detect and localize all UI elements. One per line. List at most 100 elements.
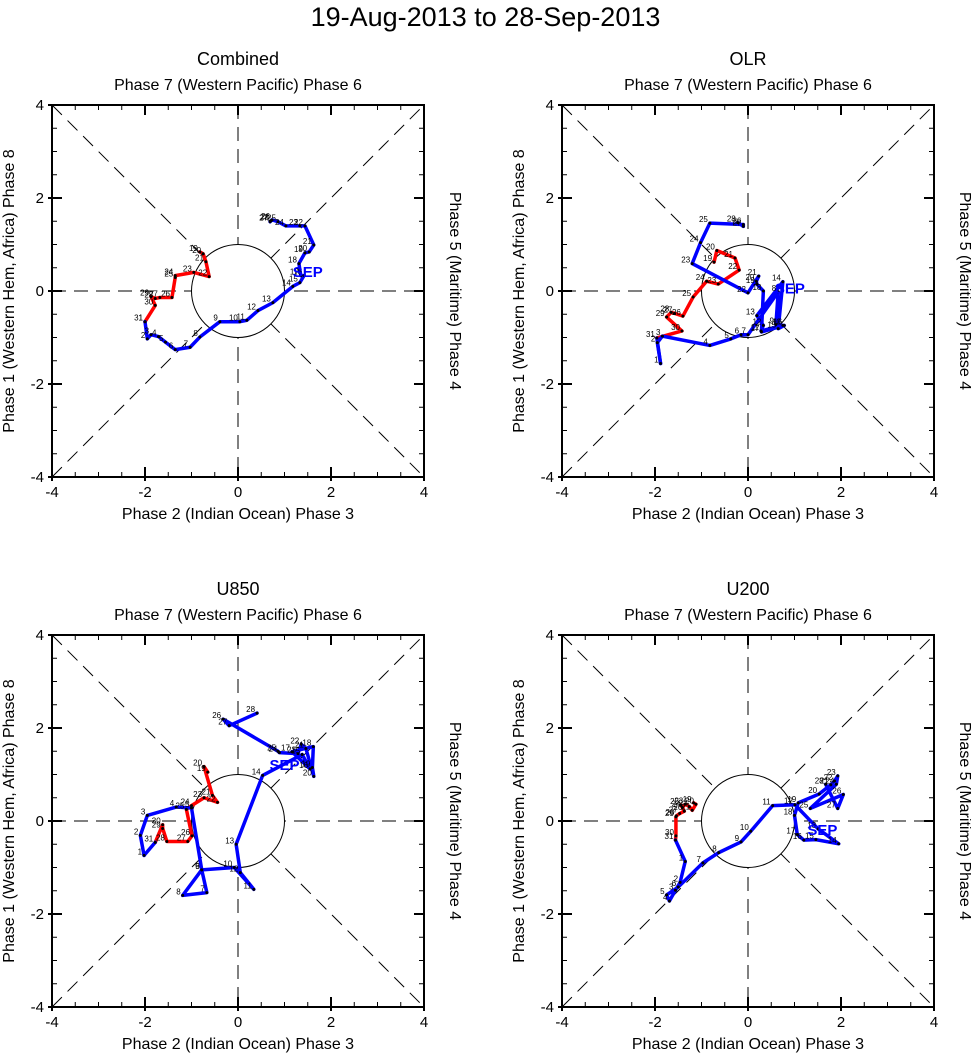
- day-point: [192, 270, 196, 274]
- panel-title: OLR: [729, 49, 766, 69]
- month-label: SEP: [807, 822, 837, 839]
- day-point: [232, 866, 236, 869]
- day-label: 6: [735, 327, 740, 336]
- day-point: [308, 767, 312, 771]
- day-point: [190, 834, 194, 838]
- x-tick-label: -2: [138, 484, 151, 501]
- day-label: 22: [290, 736, 299, 745]
- day-label: 22: [737, 285, 746, 294]
- day-point: [715, 249, 719, 253]
- panel-title: Combined: [197, 49, 279, 69]
- day-label: 30: [665, 828, 674, 837]
- x-tick-label: -4: [555, 1014, 568, 1031]
- day-label: 13: [262, 295, 271, 304]
- day-point: [705, 279, 709, 283]
- day-label: 8: [712, 845, 717, 854]
- month-label: SEP: [293, 264, 323, 281]
- x-tick-label: -2: [648, 1014, 661, 1031]
- bottom-axis-label: Phase 2 (Indian Ocean) Phase 3: [122, 1036, 354, 1053]
- day-point: [733, 256, 737, 260]
- day-point: [736, 221, 740, 225]
- y-tick-label: 0: [36, 813, 44, 830]
- day-label: 28: [815, 776, 824, 785]
- day-label: 30: [152, 817, 161, 826]
- day-point: [681, 314, 685, 318]
- y-tick-label: 0: [546, 283, 554, 300]
- day-label: 12: [784, 797, 793, 806]
- day-point: [841, 792, 845, 796]
- day-label: 5: [185, 800, 190, 809]
- bottom-axis-label: Phase 2 (Indian Ocean) Phase 3: [632, 506, 864, 523]
- day-label: 6: [195, 862, 200, 871]
- day-label: 15: [767, 321, 776, 330]
- day-point: [138, 833, 142, 837]
- day-label: 24: [690, 235, 699, 244]
- day-point: [300, 753, 304, 757]
- day-label: 6: [672, 879, 677, 888]
- day-point: [834, 782, 838, 786]
- day-point: [655, 341, 659, 345]
- day-label: 30: [144, 297, 153, 306]
- day-label: 1: [679, 853, 684, 862]
- day-point: [218, 320, 222, 324]
- day-label: 25: [164, 270, 173, 279]
- day-point: [660, 334, 664, 338]
- day-point: [665, 893, 669, 897]
- day-point: [181, 893, 185, 897]
- day-point: [198, 335, 202, 339]
- x-tick-label: 2: [837, 1014, 845, 1031]
- day-point: [310, 766, 314, 770]
- day-point: [284, 224, 288, 228]
- day-point: [824, 782, 828, 786]
- day-label: 19: [746, 276, 755, 285]
- day-label: 31: [144, 834, 153, 843]
- day-point: [757, 274, 761, 278]
- day-point: [149, 295, 153, 299]
- x-tick-label: 0: [234, 1014, 242, 1031]
- day-label: 20: [685, 796, 694, 805]
- y-tick-label: 2: [36, 190, 44, 207]
- day-label: 23: [674, 796, 683, 805]
- day-label: 18: [302, 739, 311, 748]
- day-point: [781, 280, 785, 284]
- day-label: 5: [660, 887, 665, 896]
- y-tick-label: -2: [31, 906, 44, 923]
- top-axis-label: Phase 7 (Western Pacific) Phase 6: [114, 77, 362, 94]
- day-label: 27: [149, 290, 158, 299]
- day-point: [206, 770, 210, 774]
- day-label: 27: [177, 833, 186, 842]
- day-label: 16: [293, 268, 302, 277]
- month-label: SEP: [775, 280, 805, 297]
- day-label: 22: [728, 262, 737, 271]
- day-label: 31: [646, 330, 655, 339]
- day-label: 30: [671, 323, 680, 332]
- day-label: 26: [732, 217, 741, 226]
- x-tick-label: 4: [930, 1014, 938, 1031]
- day-label: 2: [674, 874, 679, 883]
- day-point: [170, 296, 174, 300]
- day-label: 21: [724, 250, 733, 259]
- day-point: [729, 337, 733, 341]
- day-label: 2: [651, 335, 656, 344]
- day-point: [679, 803, 683, 807]
- day-label: 26: [261, 212, 270, 221]
- day-point: [304, 746, 308, 750]
- day-label: 23: [287, 746, 296, 755]
- top-axis-label: Phase 7 (Western Pacific) Phase 6: [114, 607, 362, 624]
- day-point: [200, 868, 204, 872]
- day-point: [145, 813, 149, 817]
- day-label: 20: [303, 768, 312, 777]
- y-tick-label: -4: [541, 469, 554, 486]
- day-point: [759, 330, 763, 334]
- day-label: 1: [654, 356, 659, 365]
- day-label: 24: [696, 273, 705, 282]
- day-point: [691, 295, 695, 299]
- day-point: [755, 282, 759, 286]
- day-label: 19: [787, 795, 796, 804]
- day-label: 5: [724, 331, 729, 340]
- day-label: 20: [192, 246, 201, 255]
- day-label: 7: [200, 885, 205, 894]
- day-point: [184, 807, 188, 811]
- day-label: 4: [152, 329, 157, 338]
